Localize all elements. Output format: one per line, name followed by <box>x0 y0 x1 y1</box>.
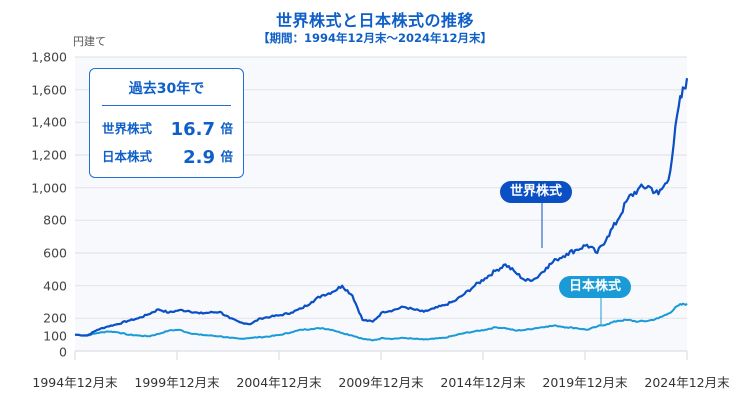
gridlines <box>75 56 687 319</box>
x-tick-label: 2024年12月末 <box>644 375 730 390</box>
x-axis <box>74 350 688 360</box>
infobox-divider <box>102 105 231 106</box>
infobox-japan-value: 2.9 <box>183 147 215 168</box>
y-axis-unit-label: 円建て <box>73 35 106 48</box>
y-tick-label: 1,400 <box>31 114 67 130</box>
x-tick-label: 2019年12月末 <box>542 375 628 390</box>
y-tick-label: 1,200 <box>31 147 67 163</box>
infobox-row-world: 世界株式 16.7 倍 <box>102 116 233 140</box>
x-tick-label: 2014年12月末 <box>440 375 526 390</box>
chart-title: 世界株式と日本株式の推移 <box>275 11 474 30</box>
y-tick-label: 1,000 <box>31 180 67 196</box>
y-tick-label: 0 <box>59 344 67 360</box>
y-tick-label: 200 <box>43 310 67 326</box>
japan-stocks-line <box>74 302 688 342</box>
infobox-world-suffix: 倍 <box>220 121 233 136</box>
x-tick-label: 1994年12月末 <box>32 375 118 390</box>
x-tick-label: 2009年12月末 <box>338 375 424 390</box>
infobox-japan-suffix: 倍 <box>220 149 233 164</box>
x-tick-label: 1999年12月末 <box>134 375 220 390</box>
infobox-heading: 過去30年で <box>128 81 205 97</box>
y-tick-label: 1,800 <box>31 49 67 65</box>
world-stocks-line <box>74 78 689 337</box>
y-tick-label: 1,600 <box>31 82 67 98</box>
y-tick-label: 800 <box>43 212 67 228</box>
y-tick-label: 400 <box>43 278 67 294</box>
x-tick-label: 2004年12月末 <box>236 375 322 390</box>
y-tick-label: 600 <box>43 245 67 261</box>
chart-subtitle: 【期間：1994年12月末～2024年12月末】 <box>257 31 493 45</box>
infobox-row-japan: 日本株式 2.9 倍 <box>102 144 233 168</box>
y-tick-label: 100 <box>43 328 67 344</box>
world-stocks-label: 世界株式 <box>500 181 573 203</box>
infobox-world-label: 世界株式 <box>102 121 153 136</box>
infobox-world-value: 16.7 <box>170 119 215 140</box>
summary-infobox: 過去30年で 世界株式 16.7 倍 日本株式 2.9 倍 <box>89 68 244 178</box>
japan-stocks-label: 日本株式 <box>559 276 632 298</box>
infobox-japan-label: 日本株式 <box>102 149 153 164</box>
